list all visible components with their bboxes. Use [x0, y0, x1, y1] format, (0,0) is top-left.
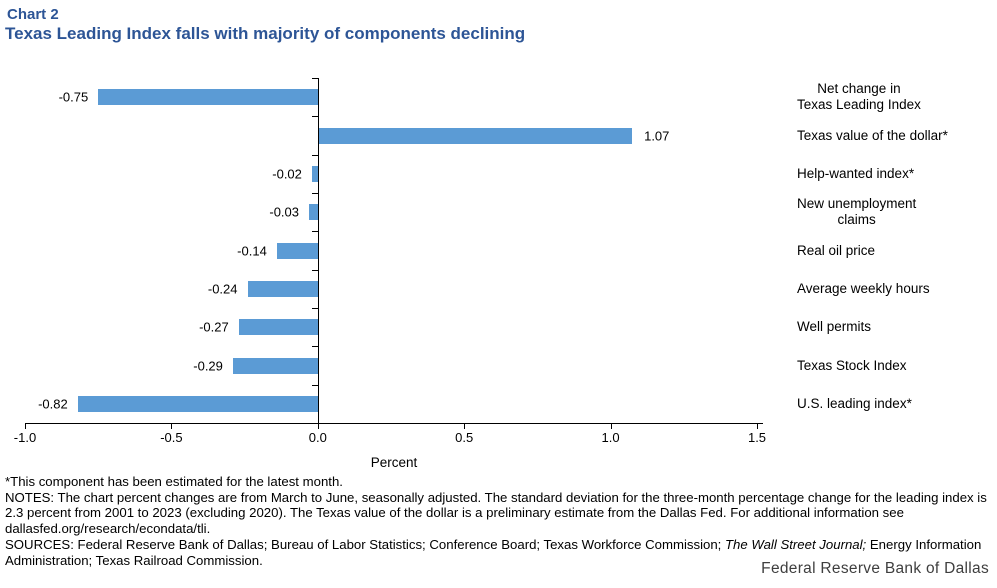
- org-branding: Federal Reserve Bank of Dallas: [761, 560, 989, 577]
- x-tick-label-1: -0.5: [160, 430, 183, 445]
- x-axis-tick: [610, 423, 612, 429]
- x-tick-label-4: 1.0: [601, 430, 620, 445]
- x-axis-tick: [25, 423, 26, 429]
- bar-value-8: -0.82: [38, 396, 68, 412]
- category-boundary-tick: [311, 116, 318, 118]
- footnote-estimated: *This component has been estimated for t…: [5, 474, 343, 489]
- bar-value-5: -0.24: [207, 281, 238, 297]
- bar-value-2: -0.02: [272, 166, 302, 182]
- category-boundary-tick: [311, 154, 318, 156]
- x-tick-label-2: 0.0: [308, 430, 327, 445]
- bar-8: [77, 395, 318, 412]
- bar-value-1: 1.07: [644, 128, 670, 143]
- x-axis-tick: [171, 423, 173, 429]
- x-tick-label-0: -1.0: [13, 430, 37, 445]
- sources-text: SOURCES: Federal Reserve Bank of Dallas;…: [5, 536, 725, 552]
- footnote-notes: NOTES: The chart percent changes are fro…: [5, 489, 987, 537]
- bar-value-4: -0.14: [237, 243, 267, 258]
- category-label-4: Real oil price: [797, 242, 876, 258]
- category-boundary-tick: [311, 423, 318, 424]
- category-label-6: Well permits: [797, 319, 872, 335]
- bar-value-7: -0.29: [193, 358, 223, 373]
- category-boundary-tick: [311, 269, 318, 271]
- x-axis-line: [25, 423, 763, 424]
- category-boundary-tick: [311, 193, 318, 194]
- chart-number: Chart 2: [7, 6, 59, 23]
- category-boundary-tick: [311, 231, 318, 233]
- bar-6: [238, 319, 318, 336]
- category-label-8: U.S. leading index*: [797, 395, 912, 411]
- category-boundary-tick: [311, 384, 318, 386]
- bar-3: [309, 204, 318, 221]
- x-axis-tick: [464, 423, 466, 429]
- category-boundary-tick: [311, 78, 318, 79]
- bar-value-6: -0.27: [199, 319, 229, 335]
- category-label-7: Texas Stock Index: [797, 357, 907, 373]
- x-tick-label-5: 1.5: [747, 430, 767, 445]
- category-label-5: Average weekly hours: [797, 280, 930, 296]
- category-label-0: Net change in Texas Leading Index: [797, 81, 921, 113]
- bar-2: [311, 165, 318, 182]
- x-tick-label-3: 0.5: [455, 430, 474, 445]
- x-axis-title: Percent: [370, 455, 418, 470]
- bar-value-0: -0.75: [58, 89, 89, 105]
- footnote-sources: SOURCES: Federal Reserve Bank of Dallas;…: [5, 537, 995, 568]
- category-boundary-tick: [311, 308, 318, 309]
- category-label-3: New unemployment claims: [797, 196, 917, 228]
- bar-value-3: -0.03: [269, 204, 299, 220]
- bar-5: [247, 280, 318, 297]
- bar-chart: -0.75 1.07 -0.02 -0.03 -0.14 -0.24 -0.27 -0.29 -…: [13, 78, 948, 470]
- chart-title: Texas Leading Index falls with majority …: [5, 24, 526, 43]
- category-boundary-tick: [311, 346, 318, 348]
- category-label-1: Texas value of the dollar*: [797, 127, 948, 143]
- x-axis-tick: [757, 423, 758, 429]
- zero-axis-line: [317, 78, 319, 423]
- bar-0: [98, 89, 318, 106]
- x-axis-tick: [317, 423, 319, 429]
- bar-1: [318, 127, 633, 144]
- bar-7: [232, 357, 318, 374]
- bar-4: [276, 242, 318, 259]
- category-label-2: Help-wanted index*: [797, 165, 915, 181]
- sources-italic-text: The Wall Street Journal;: [725, 536, 867, 552]
- footnotes: *This component has been estimated for t…: [5, 474, 995, 568]
- sources-text-tail: Energy Information Administration; Texas…: [5, 536, 982, 568]
